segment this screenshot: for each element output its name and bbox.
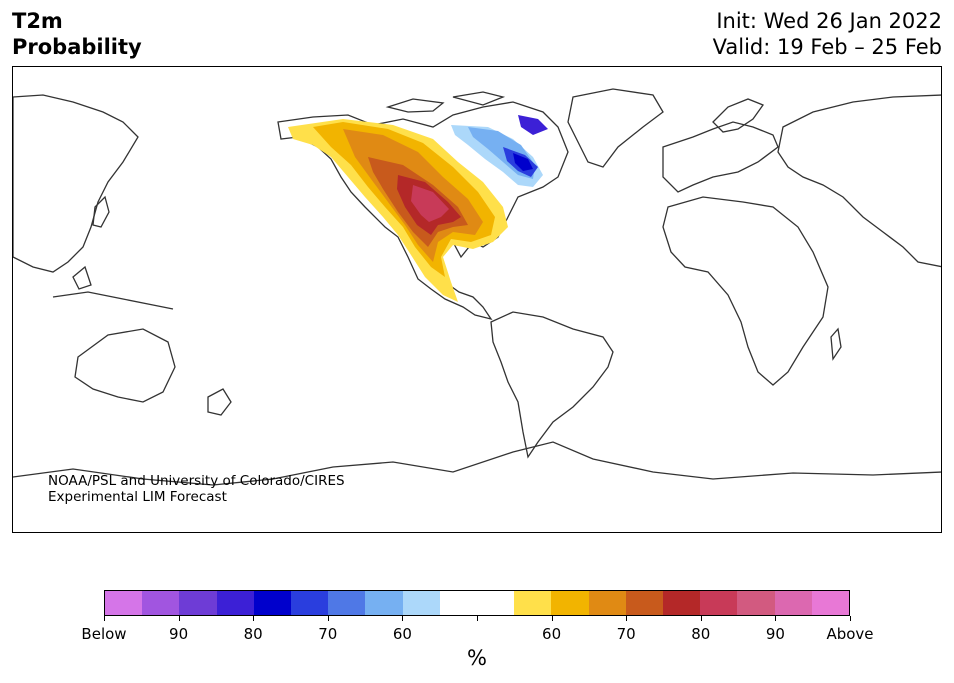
legend-tick — [253, 616, 255, 621]
legend-tick-label: 60 — [392, 625, 412, 643]
legend-swatch — [477, 591, 515, 615]
legend-tick — [477, 616, 478, 621]
legend-swatch — [253, 591, 292, 615]
legend-tick-label: 90 — [765, 625, 785, 643]
legend-tick-label: 70 — [318, 625, 338, 643]
variable-label: T2m — [12, 9, 63, 33]
legend-tick-label: Below — [81, 625, 127, 643]
legend-tick — [327, 616, 329, 621]
legend-tick-label: 90 — [169, 625, 189, 643]
probability-region — [513, 153, 533, 171]
valid-range: Valid: 19 Feb – 25 Feb — [712, 35, 942, 59]
legend-swatch — [663, 591, 701, 615]
legend-tick — [104, 616, 105, 621]
legend-swatch — [774, 591, 812, 615]
map-title: T2m Probability — [12, 8, 142, 60]
legend-swatch — [105, 591, 143, 615]
legend-tick — [700, 616, 702, 621]
legend-swatch — [328, 591, 366, 615]
date-info: Init: Wed 26 Jan 2022 Valid: 19 Feb – 25… — [713, 8, 942, 60]
map-canvas — [13, 88, 941, 486]
probability-region — [411, 185, 449, 222]
legend-swatch — [625, 591, 664, 615]
legend-swatch — [142, 591, 180, 615]
legend-swatch — [737, 591, 775, 615]
forecast-credit: NOAA/PSL and University of Colorado/CIRE… — [48, 473, 345, 505]
legend-swatch — [700, 591, 738, 615]
legend-swatch — [588, 591, 626, 615]
legend-swatch — [291, 591, 329, 615]
legend-tick-label: 80 — [243, 625, 263, 643]
legend-swatch — [439, 591, 478, 615]
legend-tick — [178, 616, 180, 621]
world-map — [12, 66, 942, 533]
probability-shading — [288, 115, 548, 302]
legend-swatch — [811, 591, 850, 615]
legend-swatch — [402, 591, 440, 615]
legend-tick-label: Above — [826, 625, 874, 643]
legend-tick — [402, 616, 404, 621]
legend-tick-label: 70 — [616, 625, 636, 643]
type-label: Probability — [12, 35, 142, 59]
legend-swatch — [551, 591, 589, 615]
credit-line-1: NOAA/PSL and University of Colorado/CIRE… — [48, 473, 345, 489]
legend-tick-label: 60 — [542, 625, 562, 643]
init-date: Init: Wed 26 Jan 2022 — [716, 9, 942, 33]
credit-line-2: Experimental LIM Forecast — [48, 489, 227, 505]
coastlines — [13, 88, 941, 486]
legend-swatch — [179, 591, 217, 615]
probability-region — [518, 115, 548, 135]
legend-tick — [626, 616, 628, 621]
legend-units: % — [467, 646, 487, 670]
color-legend — [104, 590, 850, 616]
legend-swatch — [216, 591, 254, 615]
legend-tick — [551, 616, 553, 621]
legend-tick — [775, 616, 777, 621]
legend-swatch — [365, 591, 403, 615]
legend-tick — [850, 616, 851, 621]
legend-tick-label: 80 — [691, 625, 711, 643]
legend-swatch — [514, 591, 552, 615]
